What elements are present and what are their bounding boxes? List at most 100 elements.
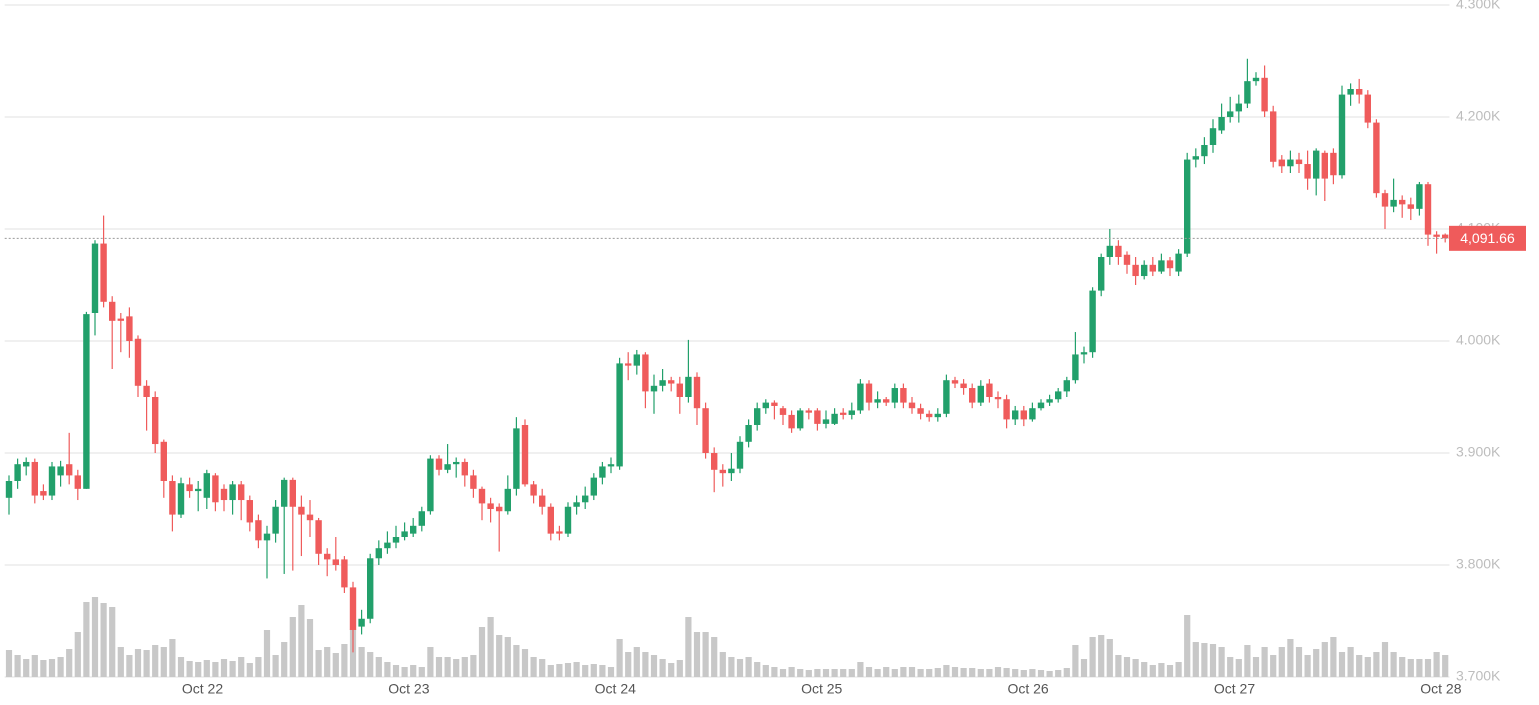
candle-body bbox=[1192, 156, 1199, 160]
candle-body bbox=[977, 385, 984, 403]
volume-bar bbox=[1356, 655, 1363, 677]
volume-bar bbox=[470, 655, 477, 677]
candle-body bbox=[324, 553, 331, 560]
candle-body bbox=[693, 376, 701, 409]
volume-bar bbox=[805, 670, 812, 677]
candle-body bbox=[582, 495, 589, 503]
volume-bar bbox=[1295, 647, 1303, 677]
volume-bar bbox=[883, 667, 890, 677]
candle-body bbox=[771, 402, 778, 406]
candle-body bbox=[332, 559, 339, 565]
candle-body bbox=[487, 503, 494, 509]
volume-bar bbox=[1304, 655, 1311, 677]
candle-body bbox=[934, 413, 941, 418]
candle-body bbox=[650, 385, 658, 392]
volume-bar bbox=[900, 667, 907, 677]
volume-bar bbox=[1433, 652, 1440, 677]
candle-body bbox=[943, 380, 950, 414]
candle-body bbox=[40, 491, 47, 496]
candle-body bbox=[1201, 145, 1208, 157]
candle-body bbox=[848, 410, 855, 415]
volume-bar bbox=[1166, 665, 1174, 677]
candle-body bbox=[908, 402, 916, 409]
volume-bar bbox=[1037, 670, 1045, 677]
candle-body bbox=[255, 520, 262, 541]
volume-bar bbox=[504, 637, 511, 677]
candle-body bbox=[246, 500, 253, 523]
volume-bar bbox=[831, 669, 838, 677]
candle-body bbox=[375, 548, 382, 559]
candle-body bbox=[23, 461, 30, 467]
candle-body bbox=[822, 419, 830, 424]
volume-bar bbox=[478, 627, 486, 677]
volume-bar bbox=[289, 617, 296, 677]
candle-body bbox=[1046, 399, 1053, 403]
candle-body bbox=[91, 243, 99, 313]
candle-body bbox=[814, 410, 821, 424]
candle-body bbox=[1278, 159, 1285, 167]
volume-bar bbox=[418, 667, 425, 677]
volume-bar bbox=[384, 662, 391, 677]
candle-body bbox=[1106, 245, 1113, 257]
volume-bar bbox=[762, 665, 769, 677]
candle-body bbox=[1416, 184, 1423, 209]
volume-bar bbox=[521, 649, 529, 677]
volume-bar bbox=[822, 669, 830, 677]
volume-bar bbox=[1072, 645, 1079, 677]
candle-body bbox=[1055, 391, 1062, 400]
x-tick-label: Oct 27 bbox=[1214, 681, 1255, 697]
candle-body bbox=[289, 479, 296, 507]
volume-bar bbox=[797, 669, 804, 677]
volume-bar bbox=[1278, 647, 1285, 677]
candle-body bbox=[1089, 290, 1096, 353]
candle-body bbox=[1338, 94, 1346, 176]
candle-body bbox=[1072, 354, 1079, 381]
candle-body bbox=[478, 488, 486, 504]
candle-body bbox=[453, 461, 460, 465]
volume-bar bbox=[315, 650, 322, 677]
volume-bar bbox=[1089, 637, 1096, 677]
volume-bar bbox=[1175, 662, 1182, 677]
volume-bar bbox=[1244, 645, 1251, 677]
volume-bar bbox=[711, 637, 718, 677]
y-tick-label: 4.000K bbox=[1456, 332, 1501, 348]
candle-body bbox=[1149, 264, 1156, 272]
y-tick-label: 3.800K bbox=[1456, 556, 1501, 572]
volume-bar bbox=[1029, 669, 1036, 677]
candle-body bbox=[212, 475, 219, 503]
candle-body bbox=[736, 441, 744, 469]
volume-bar bbox=[788, 667, 795, 677]
volume-bar bbox=[332, 653, 339, 677]
volume-bar bbox=[994, 667, 1002, 677]
candle-body bbox=[539, 495, 546, 507]
candle-body bbox=[762, 402, 769, 409]
volume-bar bbox=[100, 603, 107, 677]
candle-body bbox=[625, 363, 632, 366]
candle-body bbox=[728, 468, 735, 474]
y-tick-label: 4.200K bbox=[1456, 108, 1501, 124]
volume-bar bbox=[74, 632, 81, 677]
volume-bar bbox=[40, 660, 47, 677]
candle-body bbox=[805, 410, 812, 413]
volume-bar bbox=[1063, 668, 1070, 677]
candle-body bbox=[719, 469, 726, 474]
y-tick-label: 4.300K bbox=[1456, 0, 1501, 12]
candle-body bbox=[840, 412, 847, 415]
candle-body bbox=[349, 587, 357, 630]
candle-body bbox=[470, 475, 477, 489]
candle-body bbox=[1287, 159, 1294, 167]
volume-bar bbox=[1184, 615, 1191, 677]
candle-body bbox=[676, 383, 683, 397]
candle-body bbox=[797, 410, 804, 429]
candle-body bbox=[573, 502, 580, 507]
candle-body bbox=[444, 464, 451, 470]
volume-bar bbox=[908, 667, 916, 677]
candle-body bbox=[160, 441, 167, 481]
candle-body bbox=[177, 483, 185, 515]
volume-bar bbox=[1227, 657, 1234, 677]
volume-bar bbox=[1020, 670, 1027, 677]
volume-bar bbox=[220, 659, 228, 677]
volume-bar bbox=[1321, 642, 1328, 677]
candle-body bbox=[1304, 164, 1311, 179]
